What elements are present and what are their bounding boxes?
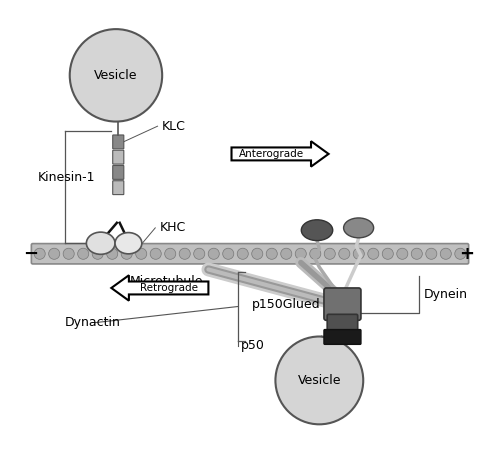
Ellipse shape bbox=[302, 220, 332, 240]
Text: Dynein: Dynein bbox=[424, 288, 468, 301]
Circle shape bbox=[70, 29, 162, 121]
Circle shape bbox=[440, 248, 452, 259]
Circle shape bbox=[412, 248, 422, 259]
FancyArrow shape bbox=[232, 141, 328, 166]
Text: +: + bbox=[459, 245, 474, 263]
Text: p150Glued: p150Glued bbox=[252, 298, 321, 311]
Text: Vesicle: Vesicle bbox=[298, 374, 341, 387]
FancyBboxPatch shape bbox=[112, 166, 124, 179]
Circle shape bbox=[426, 248, 437, 259]
Circle shape bbox=[276, 337, 363, 425]
Circle shape bbox=[382, 248, 394, 259]
Circle shape bbox=[266, 248, 278, 259]
Text: Vesicle: Vesicle bbox=[94, 69, 138, 82]
Circle shape bbox=[63, 248, 74, 259]
Circle shape bbox=[222, 248, 234, 259]
Circle shape bbox=[208, 248, 220, 259]
Text: Anterograde: Anterograde bbox=[238, 149, 304, 159]
FancyBboxPatch shape bbox=[327, 314, 358, 333]
Circle shape bbox=[164, 248, 176, 259]
Circle shape bbox=[106, 248, 118, 259]
Circle shape bbox=[396, 248, 408, 259]
Circle shape bbox=[179, 248, 190, 259]
Circle shape bbox=[280, 248, 292, 259]
Circle shape bbox=[338, 248, 350, 259]
Circle shape bbox=[455, 248, 466, 259]
Circle shape bbox=[353, 248, 364, 259]
Text: Retrograde: Retrograde bbox=[140, 283, 198, 293]
Circle shape bbox=[34, 248, 45, 259]
Circle shape bbox=[324, 248, 336, 259]
Text: Dynactin: Dynactin bbox=[65, 316, 121, 329]
Text: −: − bbox=[24, 245, 38, 263]
Ellipse shape bbox=[344, 218, 374, 238]
Circle shape bbox=[136, 248, 147, 259]
FancyBboxPatch shape bbox=[324, 330, 361, 345]
FancyBboxPatch shape bbox=[112, 135, 124, 149]
FancyBboxPatch shape bbox=[324, 288, 361, 320]
Circle shape bbox=[48, 248, 60, 259]
FancyBboxPatch shape bbox=[112, 181, 124, 194]
Text: p50: p50 bbox=[241, 339, 264, 352]
Ellipse shape bbox=[115, 232, 142, 254]
Circle shape bbox=[78, 248, 88, 259]
Circle shape bbox=[237, 248, 248, 259]
Circle shape bbox=[310, 248, 321, 259]
Circle shape bbox=[150, 248, 162, 259]
FancyArrow shape bbox=[112, 275, 208, 301]
Text: KHC: KHC bbox=[160, 221, 186, 234]
Ellipse shape bbox=[86, 232, 115, 254]
Circle shape bbox=[252, 248, 263, 259]
Circle shape bbox=[295, 248, 306, 259]
Text: KLC: KLC bbox=[162, 120, 186, 133]
Circle shape bbox=[121, 248, 132, 259]
Circle shape bbox=[368, 248, 379, 259]
Circle shape bbox=[194, 248, 205, 259]
Text: Kinesin-1: Kinesin-1 bbox=[38, 171, 95, 184]
FancyBboxPatch shape bbox=[32, 244, 469, 264]
Text: Microtubule: Microtubule bbox=[130, 275, 204, 288]
FancyBboxPatch shape bbox=[112, 150, 124, 164]
Circle shape bbox=[92, 248, 104, 259]
